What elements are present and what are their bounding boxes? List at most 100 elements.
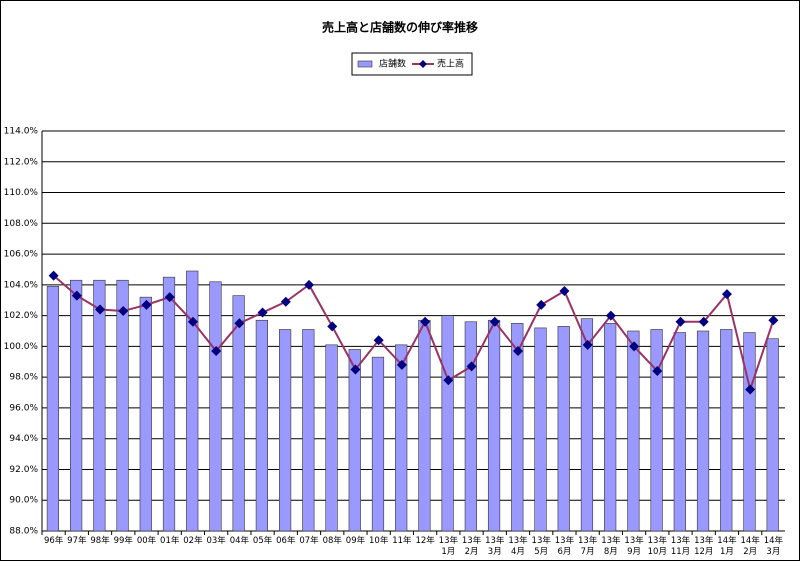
y-tick-label: 100.0%	[4, 342, 39, 352]
x-tick-label: 14年 2月	[740, 536, 760, 557]
y-tick-label: 90.0%	[9, 496, 38, 506]
marker	[768, 315, 779, 326]
bar	[464, 321, 477, 532]
bar	[673, 332, 686, 532]
marker	[141, 299, 152, 310]
marker	[350, 364, 361, 375]
y-tick-label: 108.0%	[4, 219, 39, 229]
bar	[70, 279, 83, 532]
bar	[441, 315, 454, 532]
y-tick-label: 114.0%	[4, 127, 39, 137]
marker	[48, 270, 59, 281]
x-tick-label: 05年	[252, 536, 273, 546]
marker	[629, 341, 640, 352]
x-tick-label: 99年	[113, 536, 133, 546]
x-tick-label: 07年	[299, 536, 319, 546]
bar	[186, 270, 199, 532]
marker	[420, 316, 431, 327]
bar	[162, 276, 176, 532]
x-tick-label: 09年	[345, 536, 366, 546]
y-tick-label: 110.0%	[4, 188, 39, 198]
bar	[696, 330, 710, 532]
bar	[395, 344, 408, 532]
marker	[373, 335, 384, 346]
marker	[280, 296, 291, 307]
marker	[187, 316, 198, 327]
bar	[232, 295, 245, 532]
x-tick-label: 13年 6月	[554, 536, 575, 557]
x-tick-label: 98年	[90, 536, 110, 546]
marker	[304, 279, 315, 290]
x-tick-label: 13年 5月	[531, 536, 551, 557]
bar	[418, 319, 431, 532]
x-tick-label: 13年 10月	[647, 536, 667, 557]
marker	[164, 292, 175, 303]
y-tick-label: 98.0%	[9, 373, 38, 383]
x-tick-label: 13年 8月	[601, 536, 621, 557]
y-tick-label: 88.0%	[9, 527, 38, 537]
x-tick-label: 02年	[183, 536, 203, 546]
bar	[604, 323, 617, 532]
x-tick-label: 96年	[43, 536, 64, 546]
marker	[95, 304, 106, 315]
legend-marker	[419, 60, 427, 68]
marker	[652, 366, 663, 376]
x-tick-label: 14年 1月	[717, 536, 737, 557]
marker	[512, 346, 523, 356]
marker	[721, 289, 732, 300]
x-tick-label: 04年	[229, 536, 250, 546]
bar	[325, 344, 338, 532]
x-tick-label: 13年 3月	[485, 536, 505, 557]
marker	[675, 316, 686, 327]
legend-swatch	[357, 60, 373, 68]
x-tick-label: 14年 3月	[763, 536, 784, 557]
marker	[257, 307, 268, 318]
bar	[487, 319, 501, 532]
legend-label: 店舗数	[379, 58, 406, 70]
bar	[46, 286, 60, 532]
x-tick-label: 13年 2月	[461, 536, 482, 557]
marker	[745, 384, 756, 395]
bar	[255, 319, 268, 532]
x-tick-label: 06年	[276, 536, 296, 546]
x-tick-label: 13年 4月	[508, 536, 528, 557]
x-tick-label: 13年 9月	[624, 536, 644, 557]
y-tick-label: 94.0%	[9, 434, 38, 444]
y-tick-label: 102.0%	[4, 311, 39, 321]
bar	[534, 327, 547, 532]
x-tick-label: 97年	[67, 536, 87, 546]
x-tick-label: 00年	[136, 536, 157, 546]
x-tick-label: 13年 11月	[670, 536, 691, 557]
bar	[650, 329, 663, 532]
y-tick-label: 112.0%	[4, 157, 39, 167]
x-tick-label: 13年 7月	[577, 536, 598, 557]
marker	[71, 290, 82, 301]
chart-title: 売上高と店舗数の伸び率推移	[322, 20, 478, 35]
marker	[489, 316, 500, 327]
marker	[559, 286, 570, 296]
marker	[443, 375, 454, 386]
bar	[93, 279, 106, 532]
x-tick-label: 12年	[415, 536, 435, 546]
bar	[278, 329, 292, 532]
marker	[605, 310, 616, 321]
bar	[627, 330, 640, 532]
bar	[348, 349, 361, 532]
marker	[327, 321, 338, 332]
y-tick-label: 92.0%	[9, 465, 38, 475]
x-tick-label: 08年	[322, 536, 342, 546]
bar	[302, 329, 315, 532]
bar	[139, 296, 152, 532]
bar	[557, 326, 570, 532]
x-tick-label: 11年	[392, 536, 412, 546]
x-tick-label: 13年 1月	[438, 536, 458, 557]
line	[52, 274, 775, 394]
bar	[720, 329, 733, 532]
bar	[209, 281, 222, 532]
bar	[766, 338, 779, 532]
bar	[580, 318, 594, 532]
x-tick-label: 10年	[369, 536, 389, 546]
marker	[234, 318, 245, 329]
